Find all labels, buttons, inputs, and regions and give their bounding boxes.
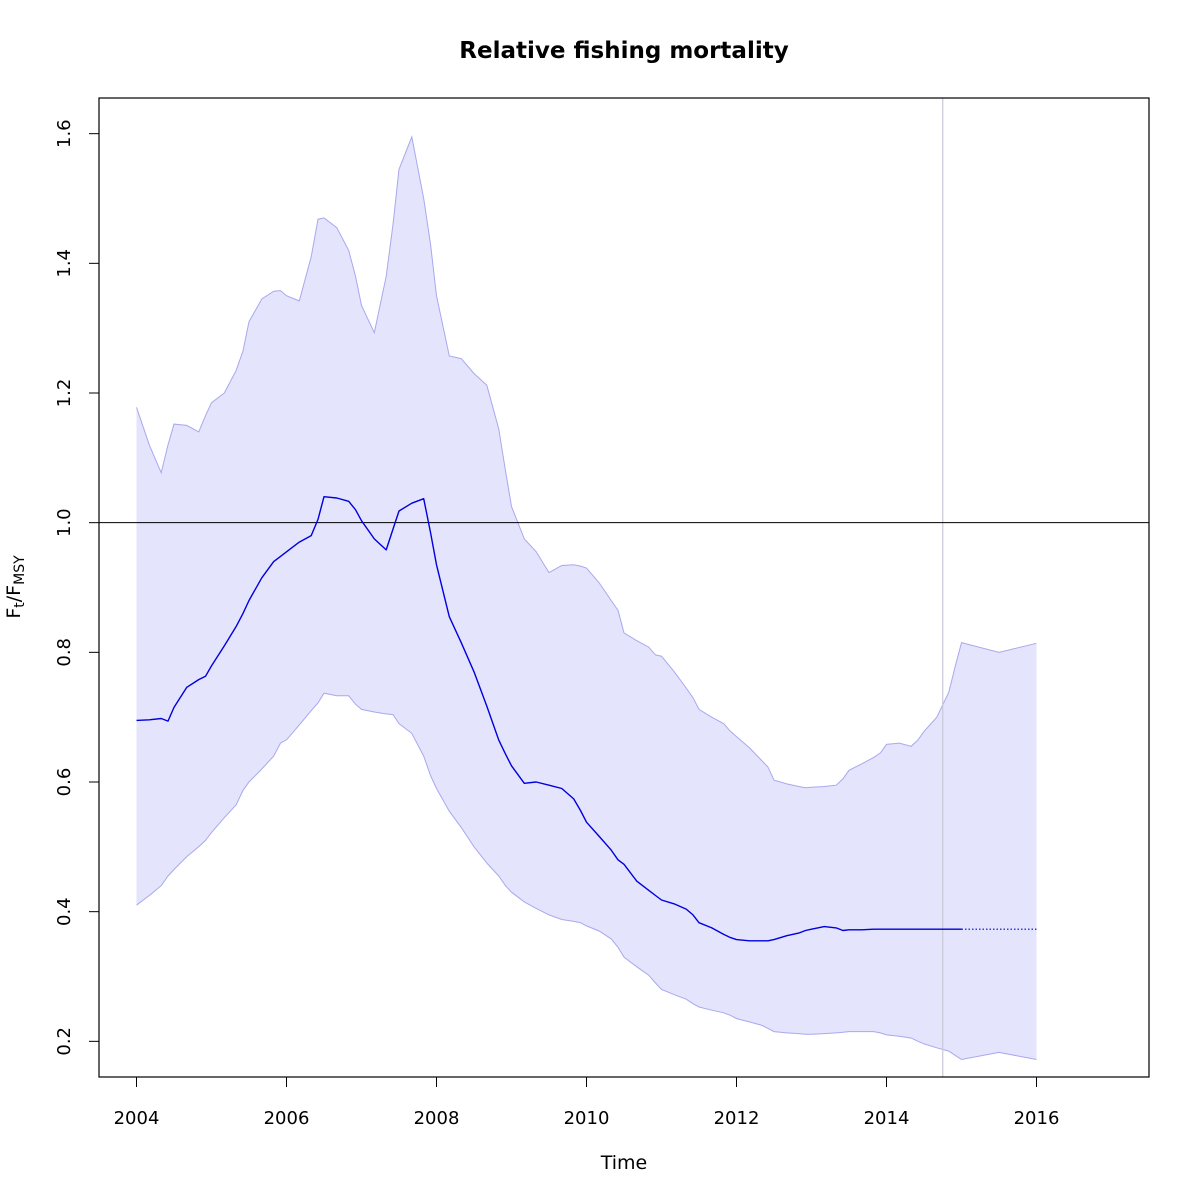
- y-axis-label-sub2: MSY: [12, 555, 28, 585]
- y-tick-label: 1.6: [54, 119, 75, 148]
- y-tick-label: 0.6: [54, 768, 75, 797]
- x-axis-label: Time: [600, 1152, 648, 1174]
- y-tick-label: 0.8: [54, 638, 75, 667]
- y-axis: 0.2 0.4 0.6 0.8 1.0 1.2 1.4 1.6: [54, 119, 100, 1056]
- confidence-band-upper-edge: [136, 135, 1037, 789]
- confidence-band-lower-edge: [136, 692, 1037, 1061]
- estimate-line: [136, 496, 962, 942]
- y-tick-label: 1.4: [54, 249, 75, 278]
- y-tick-label: 1.2: [54, 379, 75, 408]
- confidence-band: [136, 136, 1037, 1060]
- chart-title: Relative fishing mortality: [459, 38, 788, 64]
- y-tick-label: 0.4: [54, 897, 75, 926]
- x-tick-label: 2004: [114, 1108, 160, 1129]
- x-axis: 2004 2006 2008 2010 2012 2014 2016: [114, 1076, 1060, 1129]
- y-axis-label-sep: /F: [3, 585, 25, 602]
- x-tick-label: 2006: [264, 1108, 310, 1129]
- x-tick-label: 2010: [564, 1108, 610, 1129]
- x-tick-label: 2014: [864, 1108, 910, 1129]
- plot-area: [99, 98, 1149, 1077]
- x-tick-label: 2012: [714, 1108, 760, 1129]
- x-tick-label: 2008: [414, 1108, 460, 1129]
- y-tick-label: 0.2: [54, 1027, 75, 1056]
- y-axis-label: Ft/FMSY: [3, 555, 28, 619]
- y-axis-label-sub1: t: [12, 602, 28, 608]
- y-axis-label-main: F: [3, 608, 25, 619]
- x-tick-label: 2016: [1014, 1108, 1060, 1129]
- y-tick-label: 1.0: [54, 508, 75, 537]
